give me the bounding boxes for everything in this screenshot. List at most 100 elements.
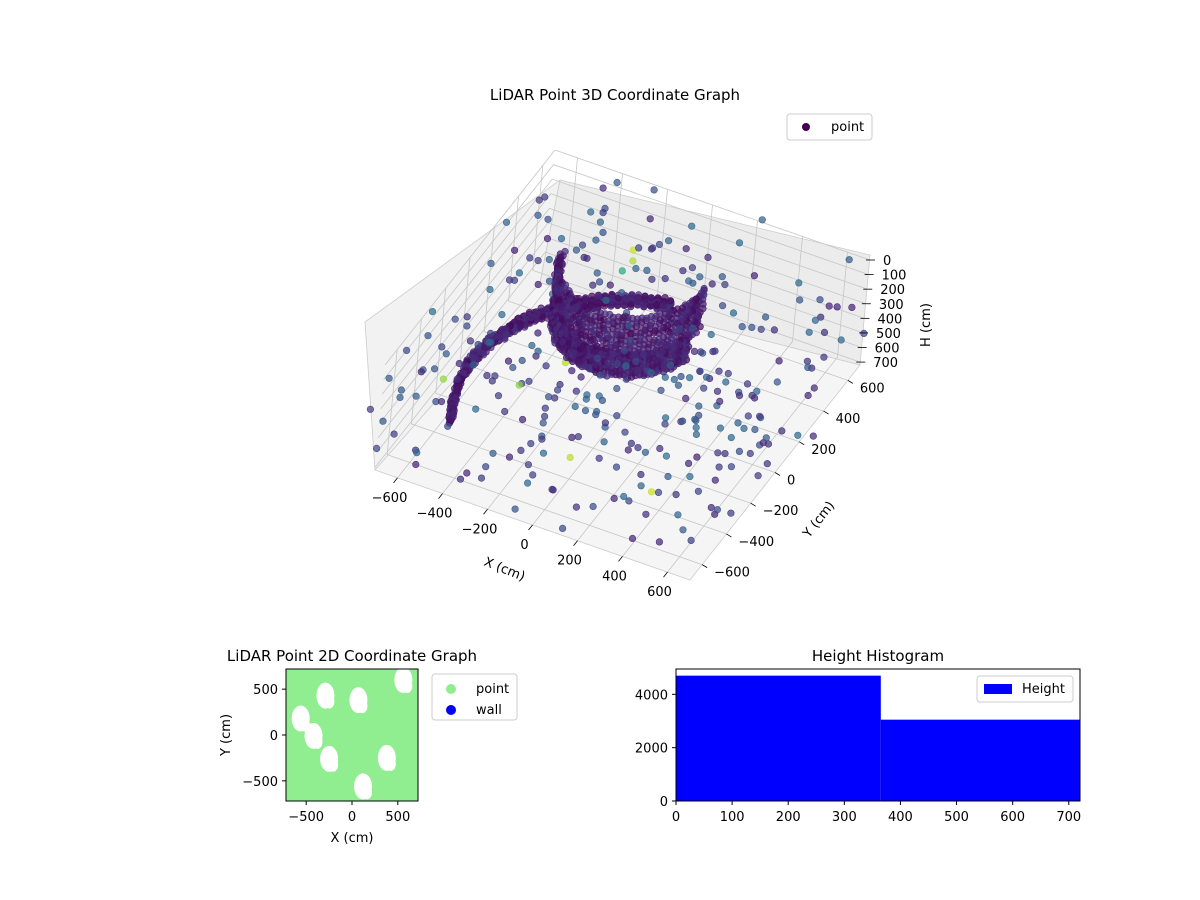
data-point <box>632 264 640 273</box>
data-point <box>757 325 765 333</box>
data-point <box>613 384 621 393</box>
data-point <box>624 446 632 454</box>
data-point <box>724 369 732 378</box>
data-point <box>396 393 404 402</box>
data-point <box>497 327 505 335</box>
grid-line-z <box>383 164 869 380</box>
data-point <box>688 264 697 272</box>
data-point <box>643 266 651 275</box>
data-point <box>501 407 509 416</box>
data-point <box>466 337 475 345</box>
data-point <box>455 359 463 368</box>
data-point <box>630 347 638 355</box>
data-point <box>618 267 626 275</box>
data-point <box>711 476 719 484</box>
data-point <box>599 209 607 217</box>
data-point <box>518 415 527 424</box>
data-point <box>643 314 651 322</box>
data-point <box>625 497 633 505</box>
data-point <box>727 463 736 471</box>
data-point <box>795 279 803 287</box>
data-point <box>598 396 607 405</box>
data-point <box>677 372 685 381</box>
y-tick-mark <box>847 380 854 384</box>
x-tick-label: 600 <box>647 585 672 600</box>
data-point <box>804 363 812 372</box>
data-point <box>593 354 601 363</box>
y-tick-label: 400 <box>836 412 861 427</box>
data-point <box>647 369 655 377</box>
data-point <box>697 348 705 356</box>
grid-line-x <box>577 220 758 541</box>
data-point <box>599 228 607 236</box>
data-point <box>525 377 533 385</box>
x-tick-mark <box>663 571 668 578</box>
data-point <box>539 449 548 457</box>
data-point <box>403 346 411 355</box>
data-point <box>763 460 771 468</box>
data-point <box>661 310 669 318</box>
x-tick-mark <box>528 524 533 531</box>
data-point <box>678 417 687 425</box>
data-point <box>632 357 640 366</box>
data-point <box>553 386 562 394</box>
data-point <box>582 395 590 403</box>
data-point <box>762 434 770 442</box>
data-point <box>379 417 387 425</box>
data-point <box>657 386 665 394</box>
data-point <box>820 328 829 337</box>
data-point <box>413 449 421 457</box>
y-tick-mark <box>799 441 805 446</box>
data-point <box>589 336 597 344</box>
data-point <box>748 323 756 332</box>
z-tick-label: 100 <box>882 269 907 284</box>
legend-3d-marker <box>802 123 810 131</box>
data-point <box>551 394 559 402</box>
data-point <box>568 433 576 442</box>
data-point <box>721 281 729 289</box>
data-point <box>533 310 541 318</box>
x-tick-label: 400 <box>602 569 627 584</box>
data-point <box>718 273 726 281</box>
x-axis-label-3d: X (cm) <box>482 555 527 585</box>
data-point <box>750 272 759 280</box>
data-point <box>655 240 664 249</box>
data-point <box>596 218 605 226</box>
x-tick-label: −200 <box>462 522 498 537</box>
data-point <box>647 319 656 327</box>
data-point <box>661 414 670 422</box>
data-point <box>662 452 671 460</box>
data-point <box>699 305 707 313</box>
data-point <box>587 208 595 216</box>
data-point <box>474 340 482 349</box>
grid-line-z <box>381 178 868 395</box>
data-point <box>692 417 700 425</box>
data-point <box>646 215 654 223</box>
data-point <box>595 278 604 286</box>
data-point <box>451 315 459 323</box>
data-point <box>773 378 781 386</box>
data-point <box>545 277 554 285</box>
data-point <box>647 294 655 302</box>
data-point <box>650 336 659 344</box>
data-point <box>660 362 668 371</box>
data-point <box>541 193 549 201</box>
grid-line-z <box>380 193 866 409</box>
y-tick-label: −600 <box>714 566 750 581</box>
data-point <box>487 259 495 268</box>
y-tick-label: −400 <box>738 535 774 550</box>
z-tick-label: 400 <box>877 312 902 327</box>
data-point <box>558 524 567 533</box>
x-tick-mark <box>393 477 398 484</box>
data-point <box>438 343 446 351</box>
data-point <box>722 378 730 386</box>
data-point <box>655 538 664 546</box>
data-point <box>664 237 673 245</box>
data-point <box>592 411 600 419</box>
data-point <box>557 235 566 243</box>
data-point <box>428 308 437 316</box>
data-point <box>734 419 742 427</box>
data-point <box>809 432 817 440</box>
data-point <box>735 392 744 400</box>
data-point <box>431 365 439 373</box>
